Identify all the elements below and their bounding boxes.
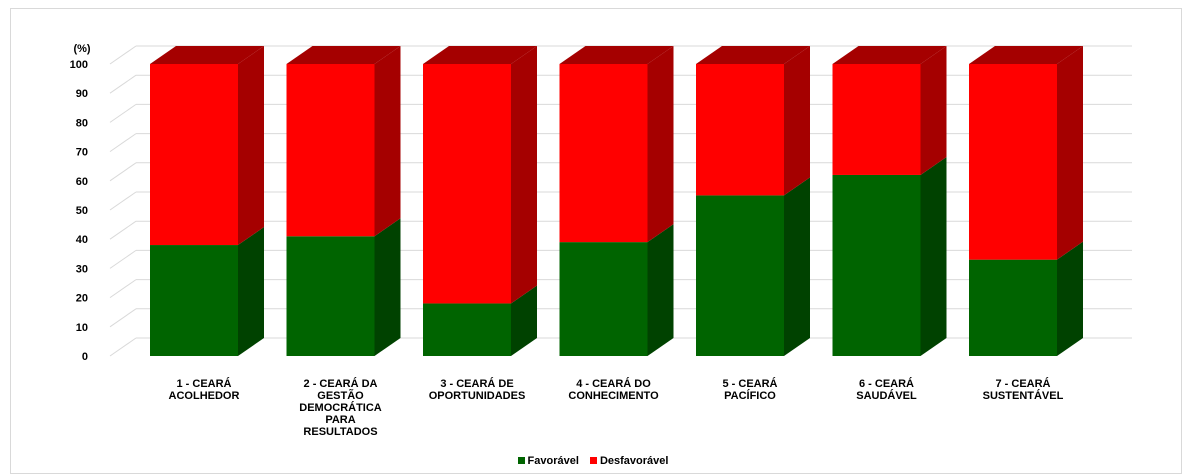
y-tick-label: 50 xyxy=(76,205,88,217)
x-category-label-4: 4 - CEARÁ DO CONHECIMENTO xyxy=(568,377,659,402)
legend: Favorável Desfavorável xyxy=(0,455,1186,467)
bar-7-top xyxy=(969,46,1083,64)
y-tick-label: 30 xyxy=(76,263,88,275)
y-tick-label: 60 xyxy=(76,176,88,188)
gridline-diagonal xyxy=(109,191,137,211)
bar-7-side-0 xyxy=(1057,241,1083,356)
legend-item-favoravel: Favorável xyxy=(517,455,579,467)
bar-2-segment-0 xyxy=(286,236,375,356)
gridline-diagonal xyxy=(109,337,137,357)
gridline-diagonal xyxy=(109,162,137,182)
bar-1-segment-0 xyxy=(150,245,238,356)
bar-4-side-0 xyxy=(647,224,674,356)
bar-3-side-1 xyxy=(511,46,537,304)
gridline-diagonal xyxy=(109,220,137,240)
y-tick-label: 0 xyxy=(82,351,88,363)
bar-6-side-1 xyxy=(920,46,947,175)
bar-5-segment-1 xyxy=(696,64,784,196)
bar-1-side-1 xyxy=(238,46,264,246)
bar-5-segment-0 xyxy=(696,195,784,356)
y-unit-label: (%) xyxy=(73,43,90,55)
x-category-label-2: 2 - CEARÁ DA GESTÃO DEMOCRÁTICA PARA RESULTA… xyxy=(299,377,382,438)
bar-5-side-0 xyxy=(784,177,810,356)
bar-1-top xyxy=(150,46,264,64)
legend-label-desfavoravel: Desfavorável xyxy=(599,455,669,467)
x-category-label-6: 6 - CEARÁ SAUDÁVEL xyxy=(856,377,917,402)
gridline-diagonal xyxy=(109,249,137,269)
x-category-label-3: 3 - CEARÁ DE OPORTUNIDADES xyxy=(429,377,526,402)
bar-6-side-0 xyxy=(920,156,947,356)
gridline-diagonal xyxy=(109,103,137,123)
y-tick-label: 20 xyxy=(76,293,88,305)
bar-6-top xyxy=(832,46,947,64)
bar-3-segment-1 xyxy=(423,64,511,304)
bars-layer xyxy=(150,46,1083,356)
bar-6-segment-0 xyxy=(832,174,921,356)
bar-2-side-0 xyxy=(374,218,401,356)
legend-label-favoravel: Favorável xyxy=(527,455,579,467)
x-category-label-5: 5 - CEARÁ PACÍFICO xyxy=(722,377,777,402)
bar-2-top xyxy=(286,46,401,64)
x-category-label-1: 1 - CEARÁ ACOLHEDOR xyxy=(169,377,240,402)
bar-2-segment-1 xyxy=(286,64,375,237)
bar-7-segment-1 xyxy=(969,64,1057,260)
y-tick-label: 70 xyxy=(76,147,88,159)
y-tick-label: 40 xyxy=(76,234,88,246)
stacked-bar-chart: (%) 0 10 20 30 40 50 60 70 80 90 100 1 - CEARÁ ACOLH… xyxy=(70,43,1132,438)
x-category-label-7: 7 - CEARÁ SUSTENTÁVEL xyxy=(983,377,1064,402)
gridline-diagonal xyxy=(109,133,137,153)
bar-7-segment-0 xyxy=(969,259,1057,356)
y-tick-label: 100 xyxy=(70,59,88,71)
gridline-diagonal xyxy=(109,45,137,65)
bar-4-top xyxy=(559,46,674,64)
y-tick-label: 10 xyxy=(76,322,88,334)
bar-3-top xyxy=(423,46,537,64)
bar-3-side-0 xyxy=(511,285,537,356)
bar-4-segment-0 xyxy=(559,242,648,356)
bar-1-side-0 xyxy=(238,227,264,356)
bar-4-side-1 xyxy=(647,46,674,243)
y-tick-label: 80 xyxy=(76,117,88,129)
legend-swatch-desfavoravel xyxy=(589,457,597,464)
bar-5-top xyxy=(696,46,810,64)
y-tick-label: 90 xyxy=(76,88,88,100)
bar-7-side-1 xyxy=(1057,46,1083,260)
legend-swatch-favoravel xyxy=(517,457,525,464)
bar-2-side-1 xyxy=(374,46,401,237)
bar-1-segment-1 xyxy=(150,64,238,246)
gridline-diagonal xyxy=(109,74,137,94)
bar-5-side-1 xyxy=(784,46,810,196)
gridline-diagonal xyxy=(109,308,137,328)
legend-item-desfavoravel: Desfavorável xyxy=(589,455,669,467)
bar-6-segment-1 xyxy=(832,64,921,175)
bar-4-segment-1 xyxy=(559,64,648,243)
labels-layer: (%) 0 10 20 30 40 50 60 70 80 90 100 1 - CEARÁ ACOLH… xyxy=(70,43,1064,438)
gridline-diagonal xyxy=(109,279,137,299)
bar-3-segment-0 xyxy=(423,303,511,356)
